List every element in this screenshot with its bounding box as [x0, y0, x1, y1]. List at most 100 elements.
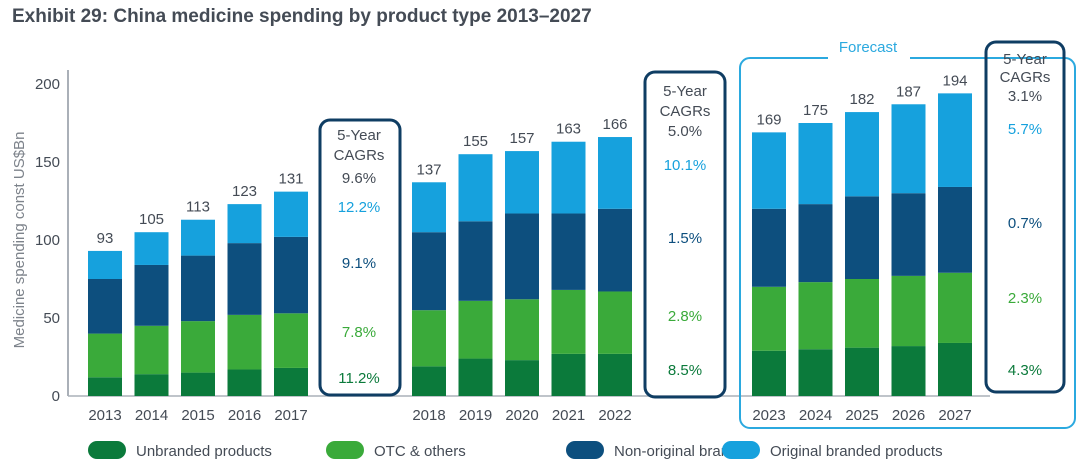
bar-2015-original-branded-products: [181, 219, 215, 256]
x-tick-label-2019: 2019: [459, 407, 492, 424]
y-tick-label-0: 0: [52, 388, 60, 405]
bar-2014-original-branded-products: [134, 232, 169, 265]
cagr-non-original-2: 1.5%: [668, 230, 702, 247]
bar-2027-non-original-brands: [938, 186, 972, 273]
bar-2021-unbranded-products: [551, 353, 586, 396]
bar-2025-otc-others: [845, 279, 879, 348]
bar-2023-original-branded-products: [752, 132, 786, 209]
total-label-2018: 137: [416, 161, 441, 178]
legend-label-2: OTC & others: [374, 443, 466, 460]
x-tick-label-2027: 2027: [938, 407, 971, 424]
bar-2027-otc-others: [938, 272, 972, 343]
cagr-unbranded-3: 4.3%: [1008, 362, 1042, 379]
legend-swatch-3: [566, 441, 604, 459]
total-label-2021: 163: [556, 121, 581, 138]
bar-2026-otc-others: [891, 275, 926, 347]
x-tick-label-2014: 2014: [135, 407, 168, 424]
bar-2023-otc-others: [752, 286, 786, 351]
forecast-label: Forecast: [839, 39, 898, 56]
cagr-non-original-3: 0.7%: [1008, 215, 1042, 232]
x-tick-label-2024: 2024: [799, 407, 832, 424]
legend-swatch-4: [722, 441, 760, 459]
bar-2025-non-original-brands: [845, 196, 879, 279]
bar-2013-non-original-brands: [88, 279, 122, 334]
bar-2017-otc-others: [274, 313, 308, 368]
cagr-unbranded-2: 8.5%: [668, 362, 702, 379]
x-tick-label-2026: 2026: [892, 407, 925, 424]
total-label-2013: 93: [97, 230, 114, 247]
bar-2016-unbranded-products: [227, 369, 262, 396]
cagr-total-1: 9.6%: [342, 170, 376, 187]
total-label-2022: 166: [602, 116, 627, 133]
cagr-box-3: [984, 40, 1066, 394]
cagr-otc-3: 2.3%: [1008, 290, 1042, 307]
bar-2019-non-original-brands: [458, 221, 493, 301]
bar-2019-original-branded-products: [458, 154, 493, 222]
cagr-unbranded-1: 11.2%: [338, 370, 379, 387]
bar-2014-unbranded-products: [134, 374, 169, 396]
legend-label-4: Original branded products: [770, 443, 943, 460]
x-tick-label-2025: 2025: [845, 407, 878, 424]
bar-2020-original-branded-products: [505, 151, 539, 214]
bar-2013-unbranded-products: [88, 377, 122, 396]
bar-2015-otc-others: [181, 321, 215, 373]
x-tick-label-2022: 2022: [598, 407, 631, 424]
legend-label-3: Non-original brands: [614, 443, 745, 460]
legend-label-1: Unbranded products: [136, 443, 272, 460]
bar-2019-unbranded-products: [458, 358, 493, 396]
bar-2025-original-branded-products: [845, 112, 879, 197]
cagr-original-3: 5.7%: [1008, 121, 1042, 138]
total-label-2016: 123: [232, 183, 257, 200]
bar-2027-original-branded-products: [938, 93, 972, 187]
cagr-total-3: 3.1%: [1008, 88, 1042, 105]
total-label-2015: 113: [186, 199, 210, 216]
total-label-2017: 131: [278, 171, 303, 188]
forecast-label-bg: [828, 38, 910, 60]
cagr-header-line1-2: 5-Year: [663, 83, 707, 100]
bar-2021-non-original-brands: [551, 213, 586, 290]
bar-2016-otc-others: [227, 314, 262, 370]
bar-2016-original-branded-products: [227, 204, 262, 244]
y-tick-label-100: 100: [35, 232, 60, 249]
bar-2019-otc-others: [458, 300, 493, 359]
bar-2020-non-original-brands: [505, 213, 539, 300]
x-tick-label-2017: 2017: [274, 407, 307, 424]
bar-2017-non-original-brands: [274, 236, 308, 314]
y-tick-label-50: 50: [43, 310, 60, 327]
bar-2022-unbranded-products: [598, 353, 632, 396]
bar-2015-unbranded-products: [181, 372, 215, 396]
cagr-non-original-1: 9.1%: [342, 255, 376, 272]
y-tick-label-150: 150: [35, 154, 60, 171]
total-label-2020: 157: [509, 130, 534, 147]
bar-2018-unbranded-products: [412, 366, 446, 396]
bar-2017-original-branded-products: [274, 191, 308, 237]
bar-2023-non-original-brands: [752, 208, 786, 287]
bar-2020-unbranded-products: [505, 360, 539, 396]
total-label-2024: 175: [803, 102, 828, 119]
x-tick-label-2020: 2020: [505, 407, 538, 424]
x-tick-label-2021: 2021: [552, 407, 585, 424]
x-tick-label-2023: 2023: [752, 407, 785, 424]
y-axis-label: Medicine spending const US$Bn: [11, 132, 28, 349]
total-label-2025: 182: [849, 91, 874, 108]
bar-2026-unbranded-products: [891, 346, 926, 396]
bar-2014-otc-others: [134, 325, 169, 375]
bar-2027-unbranded-products: [938, 342, 972, 396]
bar-2021-otc-others: [551, 289, 586, 354]
bar-2017-unbranded-products: [274, 367, 308, 396]
x-tick-label-2015: 2015: [181, 407, 214, 424]
cagr-header-line1-3: 5-Year: [1003, 51, 1047, 68]
total-label-2014: 105: [139, 211, 164, 228]
bar-2020-otc-others: [505, 299, 539, 361]
bar-2022-non-original-brands: [598, 208, 632, 292]
legend-swatch-2: [326, 441, 364, 459]
cagr-header-line2-3: CAGRs: [1000, 69, 1051, 86]
bar-2023-unbranded-products: [752, 350, 786, 396]
cagr-header-line2-2: CAGRs: [660, 103, 711, 120]
cagr-header-line1-1: 5-Year: [337, 127, 381, 144]
cagr-header-line2-1: CAGRs: [334, 147, 385, 164]
bar-2018-non-original-brands: [412, 232, 446, 311]
bar-2014-non-original-brands: [134, 264, 169, 326]
bar-2016-non-original-brands: [227, 243, 262, 315]
